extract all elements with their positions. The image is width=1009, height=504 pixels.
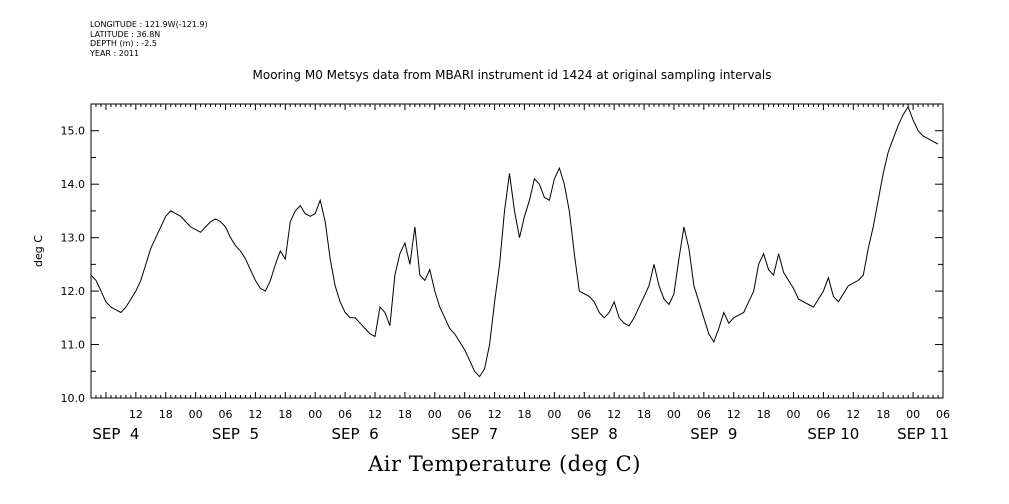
x-tick-label: 06 — [816, 408, 830, 421]
y-tick-label: 15.0 — [61, 125, 86, 138]
x-tick-label: 06 — [219, 408, 233, 421]
x-tick-label: 12 — [129, 408, 143, 421]
x-tick-label: 00 — [547, 408, 561, 421]
x-tick-label: 06 — [577, 408, 591, 421]
x-tick-label: 00 — [428, 408, 442, 421]
x-tick-label: 00 — [787, 408, 801, 421]
x-tick-label: 18 — [876, 408, 890, 421]
x-day-label: SEP 8 — [571, 425, 618, 443]
x-tick-label: 18 — [757, 408, 771, 421]
x-tick-label: 00 — [189, 408, 203, 421]
mooring-metadata: LONGITUDE : 121.9W(-121.9) LATITUDE : 36… — [90, 20, 208, 58]
x-day-label: SEP 7 — [451, 425, 498, 443]
y-tick-label: 13.0 — [61, 232, 86, 245]
year-text: YEAR : 2011 — [90, 48, 140, 58]
x-day-label: SEP 10 — [807, 425, 859, 443]
x-tick-label: 06 — [338, 408, 352, 421]
x-axis-label: Air Temperature (deg C) — [368, 452, 641, 476]
x-tick-label: 12 — [727, 408, 741, 421]
x-tick-label: 06 — [697, 408, 711, 421]
y-tick-label: 11.0 — [61, 339, 86, 352]
latitude-text: LATITUDE : 36.8N — [90, 29, 161, 39]
x-day-label: SEP 4 — [92, 425, 139, 443]
x-tick-label: 06 — [936, 408, 950, 421]
plot-frame — [90, 103, 944, 399]
x-tick-label: 12 — [488, 408, 502, 421]
y-tick-label: 14.0 — [61, 178, 86, 191]
x-day-label: SEP 5 — [212, 425, 259, 443]
x-tick-label: 18 — [278, 408, 292, 421]
x-tick-label: 18 — [517, 408, 531, 421]
x-tick-label: 00 — [906, 408, 920, 421]
x-tick-label: 12 — [368, 408, 382, 421]
depth-text: DEPTH (m) : -2.5 — [90, 39, 157, 48]
x-tick-label: 18 — [159, 408, 173, 421]
x-day-label: SEP 11 — [897, 425, 949, 443]
longitude-text: LONGITUDE : 121.9W(-121.9) — [90, 20, 208, 29]
x-day-label: SEP 6 — [332, 425, 379, 443]
y-axis: 10.0 11.0 12.0 13.0 14.0 15.0 — [61, 103, 943, 405]
x-tick-label: 00 — [667, 408, 681, 421]
x-day-label: SEP 9 — [690, 425, 737, 443]
y-axis-label: deg C — [32, 235, 45, 267]
x-tick-label: 12 — [248, 408, 262, 421]
x-tick-label: 18 — [398, 408, 412, 421]
chart-title: Mooring M0 Metsys data from MBARI instru… — [252, 68, 772, 82]
y-tick-label: 10.0 — [61, 392, 86, 405]
x-tick-label: 06 — [458, 408, 472, 421]
series-line — [90, 105, 939, 378]
x-tick-label: 12 — [607, 408, 621, 421]
x-tick-label: 12 — [846, 408, 860, 421]
y-tick-label: 12.0 — [61, 285, 86, 298]
x-tick-label: 00 — [308, 408, 322, 421]
x-axis: 12 18 00 06 12 18 00 06 12 18 00 06 12 18 00 06 12 18 00 06… — [90, 104, 950, 443]
x-tick-label: 18 — [637, 408, 651, 421]
